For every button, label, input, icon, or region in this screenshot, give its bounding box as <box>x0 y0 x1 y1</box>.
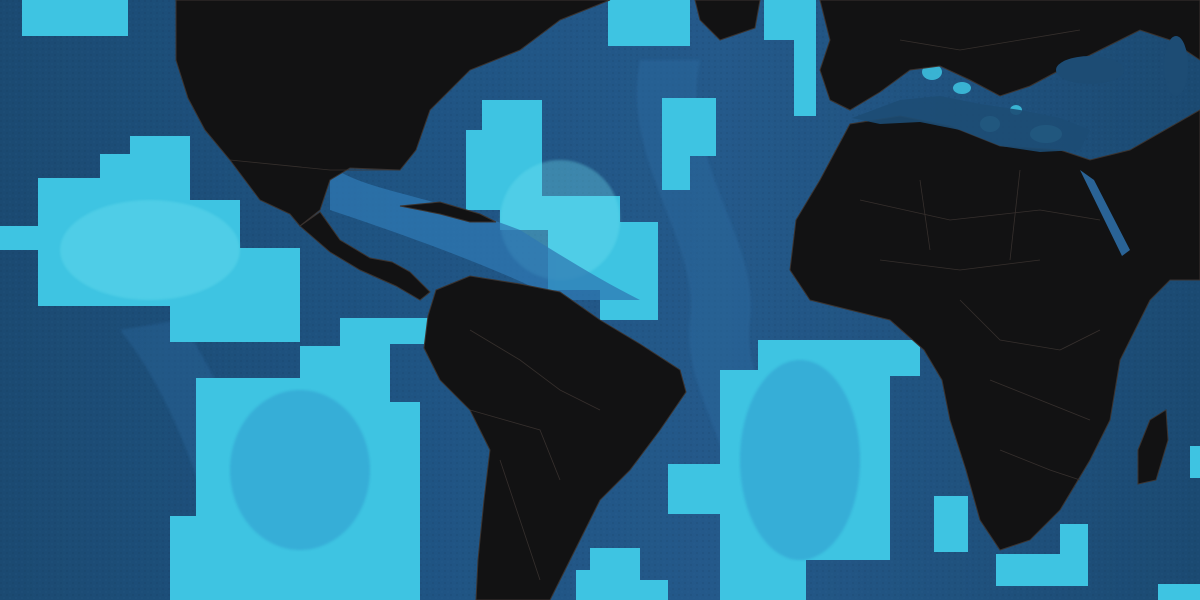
landmass-south-america[interactable] <box>423 275 687 600</box>
landmass-africa[interactable] <box>789 109 1200 551</box>
caspian-sea[interactable] <box>1164 36 1188 96</box>
landmass-north-america[interactable] <box>175 0 611 227</box>
highlight-texture <box>60 160 860 560</box>
landmass-greenland[interactable] <box>694 0 761 41</box>
highlight-region-labrador[interactable] <box>608 0 690 46</box>
landmass-madagascar[interactable] <box>1137 409 1169 485</box>
highlight-region-southeast-atlantic[interactable] <box>934 496 968 552</box>
shelf-layer <box>330 165 640 300</box>
border-layer <box>229 29 1101 581</box>
landmass-cuba[interactable] <box>399 201 497 223</box>
highlight-region-southwest-atlantic[interactable] <box>576 548 668 600</box>
red-sea[interactable] <box>1080 170 1130 256</box>
highlight-region-north-atlantic-strip[interactable] <box>764 0 816 116</box>
highlight-region-north-pacific[interactable] <box>22 0 128 36</box>
highlight-region-indian-ocean[interactable] <box>1190 446 1200 478</box>
landmass-central-america[interactable] <box>299 211 431 301</box>
inland-water <box>852 36 1188 256</box>
highlight-region-south-indian-ocean[interactable] <box>1158 584 1200 600</box>
land-layer <box>175 0 1200 600</box>
highlight-region-agulhas[interactable] <box>996 524 1088 586</box>
highlight-region-mid-atlantic-north[interactable] <box>662 98 716 190</box>
mediterranean-sea[interactable] <box>852 96 1090 152</box>
black-sea[interactable] <box>1056 56 1124 84</box>
